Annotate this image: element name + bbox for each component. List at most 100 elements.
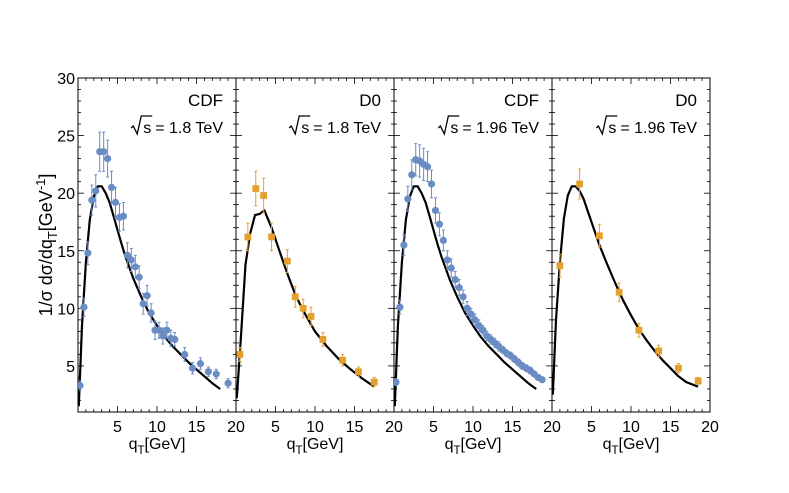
data-point	[439, 236, 447, 244]
data-point	[443, 256, 451, 264]
data-point	[127, 256, 135, 264]
data-point	[556, 262, 564, 270]
theory-curve	[552, 185, 699, 395]
data-point	[196, 360, 205, 368]
data-point	[135, 273, 143, 281]
data-point	[147, 309, 155, 317]
data-point	[236, 351, 244, 358]
data-point	[423, 163, 432, 171]
energy-value: = 1.8 TeV	[313, 120, 381, 137]
data-point	[538, 376, 546, 384]
data-point	[204, 368, 212, 376]
energy-value: = 1.96 TeV	[462, 120, 539, 137]
data-point	[100, 148, 108, 156]
data-point	[370, 378, 378, 386]
data-point	[171, 335, 179, 344]
sqrt-s-letter: s	[143, 120, 151, 137]
data-point	[107, 183, 116, 192]
data-point	[224, 379, 232, 387]
data-point	[131, 263, 139, 271]
x-tick-label: 5	[271, 419, 280, 436]
data-point	[479, 326, 487, 334]
x-tick-label: 10	[306, 419, 324, 436]
data-point	[394, 378, 400, 386]
data-point	[396, 303, 404, 311]
data-point	[355, 368, 362, 376]
x-tick-label: 20	[385, 419, 403, 436]
experiment-label: CDF	[188, 91, 223, 110]
data-point	[212, 370, 220, 378]
data-point	[408, 171, 416, 179]
data-point	[80, 303, 88, 311]
sqrt-symbol-icon	[437, 115, 460, 136]
data-point	[181, 350, 189, 359]
data-point	[252, 185, 260, 192]
x-axis-label: qT[GeV]	[445, 436, 502, 457]
data-point	[78, 381, 84, 390]
energy-value: = 1.8 TeV	[155, 120, 223, 137]
sqrt-s-letter: s	[608, 120, 616, 137]
plot-area	[236, 170, 378, 399]
experiment-label: D0	[675, 91, 697, 110]
data-point	[319, 336, 327, 343]
data-point	[447, 264, 455, 272]
x-tick-label: 15	[504, 419, 522, 436]
experiment-label: D0	[359, 91, 381, 110]
x-tick-label: 15	[188, 419, 206, 436]
sqrt-symbol-icon	[130, 115, 153, 136]
x-tick-label: 20	[227, 419, 245, 436]
data-point	[459, 293, 467, 301]
data-point	[291, 293, 299, 301]
x-axis-label: qT[GeV]	[603, 436, 660, 457]
x-tick-label: 20	[701, 419, 719, 436]
x-axis-label: qT[GeV]	[287, 436, 344, 457]
x-tick-label: 20	[543, 419, 561, 436]
data-point	[675, 364, 682, 372]
data-point	[88, 196, 96, 204]
data-point	[435, 220, 444, 228]
y-tick-label: 30	[57, 71, 75, 88]
data-point	[576, 180, 584, 188]
data-point	[268, 233, 275, 241]
data-point	[307, 313, 315, 320]
data-point	[451, 275, 459, 284]
data-point	[655, 347, 663, 355]
sqrt-symbol-icon	[595, 115, 618, 136]
y-axis-label: 1/σ dσ/dqT[GeV-1]	[33, 174, 60, 317]
plot-area	[394, 143, 546, 407]
energy-value: = 1.96 TeV	[620, 120, 697, 137]
data-point	[283, 257, 291, 265]
theory-curve	[236, 209, 375, 399]
data-point	[471, 316, 479, 324]
x-tick-label: 10	[622, 419, 640, 436]
y-tick-label: 20	[57, 186, 75, 203]
data-point	[400, 241, 408, 249]
y-tick-label: 5	[66, 359, 75, 376]
x-tick-label: 10	[148, 419, 166, 436]
x-tick-label: 15	[662, 419, 680, 436]
x-tick-label: 5	[429, 419, 438, 436]
data-point	[119, 212, 128, 220]
sqrt-symbol-icon	[288, 115, 311, 136]
data-point	[455, 284, 463, 292]
sqrt-s-letter: s	[301, 120, 309, 137]
x-tick-label: 15	[346, 419, 364, 436]
data-point	[244, 233, 252, 241]
y-tick-label: 15	[57, 244, 75, 261]
experiment-label: CDF	[504, 91, 539, 110]
data-point	[92, 187, 100, 195]
y-tick-label: 10	[57, 301, 75, 318]
data-point	[615, 288, 623, 296]
data-point	[260, 192, 268, 199]
data-point	[111, 198, 120, 206]
data-point	[84, 249, 92, 257]
data-point	[139, 300, 147, 308]
data-point	[431, 206, 440, 215]
x-tick-label: 5	[587, 419, 596, 436]
